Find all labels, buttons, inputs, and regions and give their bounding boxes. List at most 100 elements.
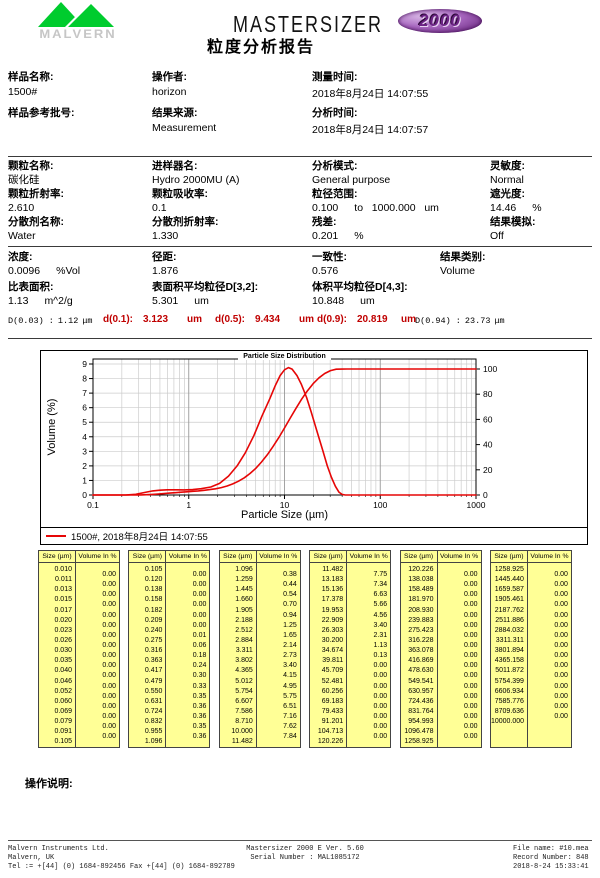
d094-value: D(0.94) :23.73 μm [415,316,505,326]
size-cell: 0.026 [54,636,72,644]
size-cell: 5011.872 [495,667,524,675]
model-2000-badge: 2000 [398,9,482,33]
vol-cell: 0.00 [102,692,116,700]
vol-cell: 3.40 [283,662,297,670]
field-operator: 操作者: horizon 结果来源: Measurement [152,71,217,134]
vol-cell: 0.00 [463,702,478,710]
vol-cell: 0.00 [373,702,388,710]
vol-cell: 2.73 [283,652,297,660]
field-particle-name: 颗粒名称: 碳化硅 [8,160,54,186]
size-cell: 316.228 [408,636,434,644]
vol-cell: 4.95 [283,682,297,690]
vol-cell: 0.00 [463,723,478,731]
size-cell: 0.182 [144,606,163,614]
vol-cell: 0.94 [283,611,297,619]
size-cell: 17.378 [321,596,344,604]
size-header: Size (µm) [309,550,348,563]
svg-text:0: 0 [82,490,87,500]
size-cell: 34.674 [321,647,344,655]
vol-cell: 4.15 [283,672,297,680]
vol-cell: 0.00 [102,571,116,578]
vol-cell: 0.38 [283,571,297,578]
vol-cell: 0.00 [192,601,207,609]
vol-cell: 0.00 [463,581,478,589]
vol-cell: 0.00 [102,631,116,639]
vol-cells: 0.00 0.00 0.00 0.00 0.00 0.00 0.01 0.06 0.18 0.24… [165,563,211,748]
size-cell: 1445.440 [494,576,524,584]
size-cell: 4365.158 [494,657,524,665]
vol-cell: 0.00 [102,652,116,660]
field-span: 径距: 1.876 [152,251,179,277]
vol-cell: 0.00 [554,712,568,720]
vol-cell: 0.00 [102,733,116,741]
vol-cells: 7.75 7.34 6.63 5.66 4.56 3.40 2.31 1.13 0.13 0.00… [346,563,392,748]
size-cell: 0.069 [54,707,72,715]
vol-cell: 0.00 [463,641,478,649]
section-divider [8,246,592,247]
footer-divider [8,840,592,841]
size-cell: 5.012 [235,677,253,685]
size-cell: 0.316 [144,647,163,655]
vol-cell: 0.33 [192,682,207,690]
vol-cell: 0.00 [373,672,388,680]
size-cell: 1659.587 [494,586,524,594]
size-cell: 91.201 [321,718,344,726]
size-cell: 0.040 [54,667,72,675]
size-cell: 0.275 [144,636,163,644]
vol-cell: 0.00 [463,591,478,599]
field-result-emulation: 结果模拟: Off [490,216,536,242]
size-table-column-1: Size (µm) 0.010 0.011 0.013 0.015 0.017 0.020 0… [38,550,120,748]
size-cell: 5754.399 [494,677,524,685]
vol-cell: 0.00 [463,692,478,700]
size-cell: 0.832 [144,718,163,726]
vol-cell: 7.84 [283,733,297,741]
size-cell: 5.754 [235,687,253,695]
size-cell: 0.158 [144,596,163,604]
size-cell: 0.017 [54,606,72,614]
vol-cell: 7.34 [373,581,388,589]
vol-cell: 0.00 [463,662,478,670]
d003-value: D(0.03) :1.12 μm [8,316,93,326]
size-header: Size (µm) [38,550,76,563]
size-cell: 158.489 [408,586,434,594]
vol-cells: 0.38 0.44 0.54 0.70 0.94 1.25 1.65 2.14 2.73 3.40… [255,563,301,748]
svg-text:60: 60 [483,414,493,424]
vol-cells: 0.00 0.00 0.00 0.00 0.00 0.00 0.00 0.00 0.00 0.00… [436,563,482,748]
svg-text:3: 3 [82,446,87,456]
vol-cell: 0.00 [102,672,116,680]
size-cell: 0.105 [54,738,72,746]
size-cell: 0.015 [54,596,72,604]
field-dispersant-ri: 分散剂折射率: 1.330 [152,216,219,242]
size-cell: 0.011 [55,576,72,584]
vol-cell: 0.00 [102,621,116,629]
field-obscuration: 遮光度: 14.46% [490,188,542,214]
vol-cell: 5.66 [373,601,388,609]
vol-cell: 5.75 [283,692,297,700]
vol-cell: 0.00 [102,611,116,619]
vol-cell: 0.00 [373,712,388,720]
size-cell: 954.993 [408,718,434,726]
vol-cell: 0.36 [192,733,207,741]
vol-cell: 6.51 [283,702,297,710]
results-section-row1: 浓度: 0.0096 %Vol 径距: 1.876 一致性: 0.576 结果类别: Vo… [8,250,491,278]
size-cell: 0.052 [54,687,72,695]
size-cell: 19.953 [321,606,344,614]
size-cell: 0.020 [54,616,72,624]
field-analysis-model: 分析模式: General purpose [312,160,391,186]
size-cells: 0.010 0.011 0.013 0.015 0.017 0.020 0.023 0.026… [38,563,76,748]
chart-y-axis-label: Volume (%) [46,398,58,456]
field-uniformity: 一致性: 0.576 [312,251,347,277]
vol-cell: 0.00 [192,621,207,629]
vol-cell: 0.00 [102,662,116,670]
size-cell: 3801.894 [494,647,524,655]
vol-cell: 1.13 [373,641,388,649]
svg-text:1: 1 [82,475,87,485]
vol-cell: 0.00 [463,631,478,639]
size-cell: 1.096 [144,738,163,746]
field-dispersant-name: 分散剂名称: Water [8,216,64,242]
d-values-row: D(0.03) :1.12 μm d(0.1): 3.123 um d(0.5): 9.… [0,314,600,330]
field-particle-ri: 颗粒折射率: 2.610 [8,188,64,214]
size-cell: 3311.311 [495,636,524,644]
size-header: Size (µm) [218,550,257,563]
size-cell: 0.030 [54,647,72,655]
